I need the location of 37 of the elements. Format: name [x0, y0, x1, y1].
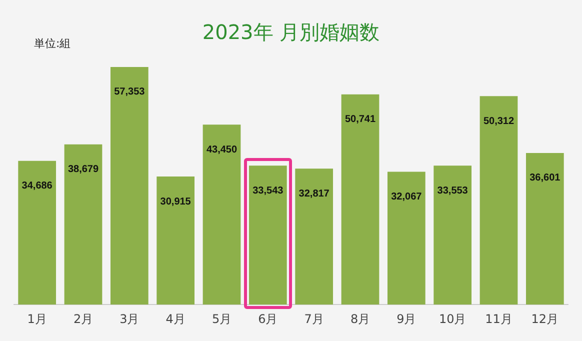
bar [18, 160, 56, 305]
bar [341, 94, 380, 305]
bar [202, 124, 241, 305]
data-label: 38,679 [68, 164, 99, 176]
x-tick-label: 9月 [396, 312, 416, 326]
chart-title: 2023年 月別婚姻数 [202, 20, 380, 44]
data-label: 32,817 [298, 188, 330, 200]
data-label: 33,543 [252, 185, 284, 196]
x-tick-label: 2月 [73, 312, 94, 326]
x-tick-label: 10月 [438, 312, 466, 326]
x-tick-label: 12月 [531, 312, 559, 326]
bar [480, 96, 518, 305]
x-tick-label: 7月 [304, 312, 324, 326]
bar [156, 176, 195, 305]
data-label: 43,450 [206, 144, 238, 156]
x-tick-label: 4月 [166, 312, 186, 326]
bar [387, 172, 426, 305]
data-label: 30,915 [160, 196, 192, 208]
bar [110, 66, 148, 305]
x-tick-label: 6月 [258, 312, 278, 326]
data-label: 34,686 [22, 180, 53, 192]
bar [526, 152, 564, 305]
bar [295, 168, 334, 305]
x-tick-label: 3月 [120, 312, 140, 326]
x-tick-label: 1月 [27, 312, 47, 326]
bar [434, 166, 472, 305]
data-label: 36,601 [530, 172, 561, 184]
data-label: 50,741 [344, 114, 376, 126]
x-tick-label: 11月 [485, 312, 512, 326]
x-tick-label: 5月 [212, 312, 232, 326]
bar [64, 144, 102, 305]
data-label: 33,553 [437, 185, 468, 196]
x-tick-label: 8月 [350, 312, 370, 326]
data-label: 32,067 [391, 191, 422, 202]
text: 単位:組 [34, 36, 71, 50]
data-label: 50,312 [483, 116, 514, 127]
data-label: 57,353 [114, 86, 146, 98]
